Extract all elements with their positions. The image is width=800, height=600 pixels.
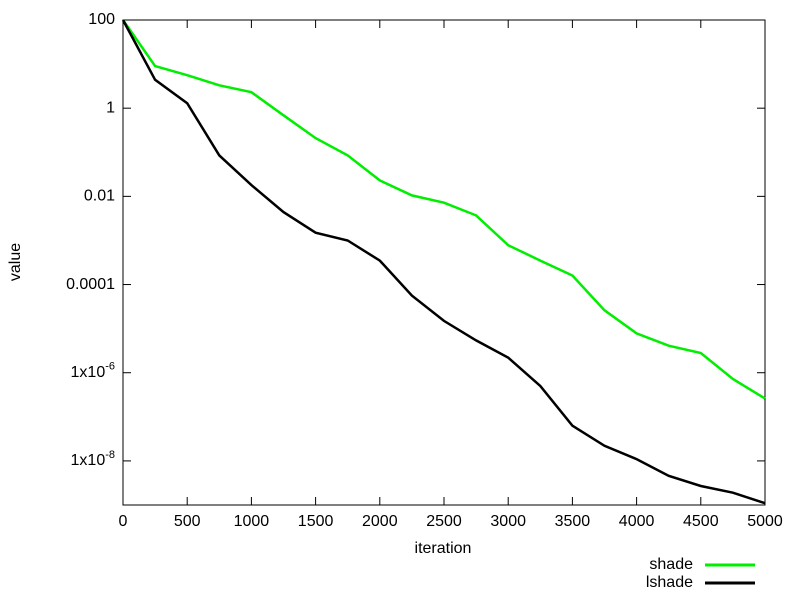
x-tick-label: 2000 xyxy=(362,513,398,530)
x-tick-label: 1500 xyxy=(298,513,334,530)
x-tick-label: 2500 xyxy=(426,513,462,530)
legend-label: lshade xyxy=(646,574,693,591)
x-tick-label: 4000 xyxy=(619,513,655,530)
x-tick-label: 0 xyxy=(119,513,128,530)
x-tick-label: 3000 xyxy=(490,513,526,530)
y-tick-label: 1 xyxy=(106,99,115,116)
x-axis-label: iteration xyxy=(415,540,472,557)
legend-label: shade xyxy=(649,556,693,573)
y-tick-label: 100 xyxy=(88,11,115,28)
x-tick-label: 4500 xyxy=(683,513,719,530)
y-axis-label: value xyxy=(7,243,24,281)
y-tick-label: 1x10-6 xyxy=(71,361,115,381)
y-tick-label: 1x10-8 xyxy=(71,449,115,469)
y-tick-label: 0.0001 xyxy=(66,276,115,293)
y-tick-label: 0.01 xyxy=(84,188,115,205)
plot-frame xyxy=(122,19,766,506)
x-tick-label: 500 xyxy=(174,513,201,530)
x-tick-label: 3500 xyxy=(555,513,591,530)
x-tick-label: 5000 xyxy=(747,513,783,530)
series-line xyxy=(121,19,766,400)
series-line xyxy=(121,19,766,505)
x-tick-label: 1000 xyxy=(234,513,270,530)
